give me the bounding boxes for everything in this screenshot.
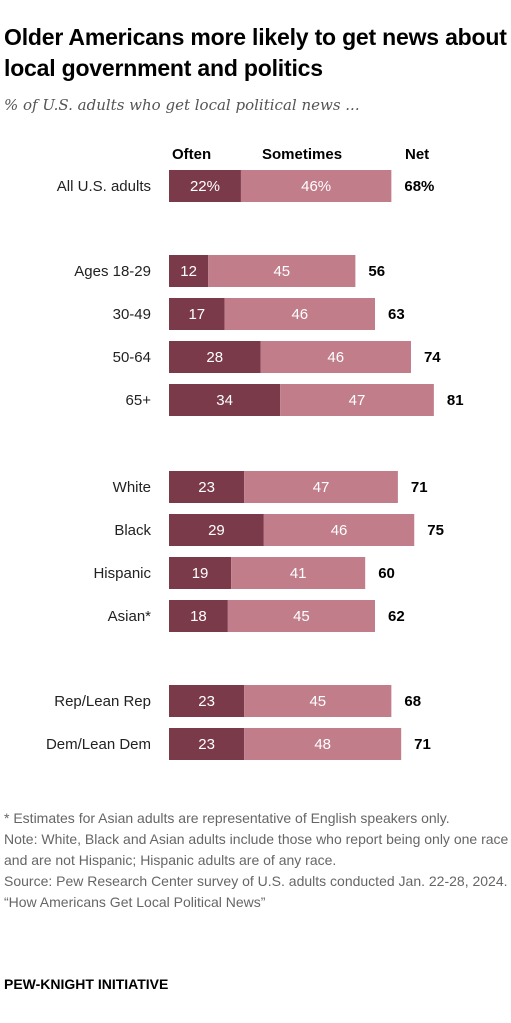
bar-sometimes — [224, 298, 376, 330]
net-value: 81 — [447, 392, 464, 409]
bar-often-value: 29 — [208, 522, 225, 539]
bar-sometimes — [240, 170, 392, 202]
bar-often-value: 23 — [198, 479, 215, 496]
report-title: “How Americans Get Local Political News” — [4, 894, 266, 910]
bar-often-value: 19 — [192, 565, 209, 582]
net-value: 74 — [424, 349, 441, 366]
bar-sometimes-value: 45 — [293, 608, 310, 625]
bar-sometimes — [231, 557, 366, 589]
net-value: 75 — [427, 522, 444, 539]
bar-often — [169, 557, 232, 589]
category-label: Dem/Lean Dem — [46, 736, 151, 753]
category-label: All U.S. adults — [57, 178, 151, 195]
bar-sometimes-value: 46% — [301, 178, 331, 195]
bar-often — [169, 728, 245, 760]
bar-often — [169, 298, 225, 330]
net-value: 60 — [378, 565, 395, 582]
net-value: 68% — [404, 178, 434, 195]
category-label: Asian* — [108, 608, 152, 625]
category-label: Black — [114, 522, 151, 539]
bar-sometimes-value: 47 — [349, 392, 366, 409]
category-label: Hispanic — [93, 565, 151, 582]
bar-sometimes — [263, 514, 415, 546]
bar-sometimes — [244, 728, 402, 760]
category-label: Ages 18-29 — [74, 263, 151, 280]
category-label: White — [113, 479, 151, 496]
net-value: 62 — [388, 608, 405, 625]
net-value: 63 — [388, 306, 405, 323]
category-label: 30-49 — [113, 306, 151, 323]
chart-notes: * Estimates for Asian adults are represe… — [4, 808, 509, 913]
bar-often-value: 18 — [190, 608, 207, 625]
category-label: 50-64 — [113, 349, 151, 366]
column-header-sometimes: Sometimes — [262, 146, 343, 163]
bar-sometimes-value: 45 — [273, 263, 290, 280]
bar-often-value: 23 — [198, 736, 215, 753]
net-value: 71 — [411, 479, 428, 496]
bar-often-value: 28 — [206, 349, 223, 366]
bar-sometimes-value: 47 — [313, 479, 330, 496]
category-label: 65+ — [126, 392, 152, 409]
bar-sometimes-value: 48 — [314, 736, 331, 753]
source-note: Source: Pew Research Center survey of U.… — [4, 873, 508, 889]
bar-often-value: 22% — [190, 178, 220, 195]
bar-often-value: 12 — [180, 263, 197, 280]
bar-often — [169, 384, 281, 416]
column-header-net: Net — [405, 146, 430, 163]
bar-often — [169, 514, 264, 546]
brand-label: PEW-KNIGHT INITIATIVE — [4, 976, 169, 992]
bar-sometimes — [280, 384, 434, 416]
bar-sometimes-value: 45 — [309, 693, 326, 710]
bar-often-value: 34 — [216, 392, 233, 409]
bar-often — [169, 685, 245, 717]
bar-often — [169, 170, 241, 202]
chart-title: Older Americans more likely to get news … — [4, 24, 507, 81]
methodology-note: Note: White, Black and Asian adults incl… — [4, 831, 509, 868]
category-label: Rep/Lean Rep — [54, 693, 151, 710]
bar-sometimes-value: 46 — [331, 522, 348, 539]
bar-often — [169, 600, 228, 632]
asterisk-note: * Estimates for Asian adults are represe… — [4, 810, 450, 826]
chart-subtitle: % of U.S. adults who get local political… — [4, 96, 360, 114]
bar-often-value: 23 — [198, 693, 215, 710]
column-header-often: Often — [172, 146, 212, 163]
net-value: 68 — [404, 693, 421, 710]
bar-sometimes-value: 46 — [291, 306, 308, 323]
bar-sometimes — [260, 341, 411, 373]
bar-often — [169, 255, 209, 287]
stacked-bar-chart: All U.S. adults 22% 46% 68% Ages 18-29 12 45 56… — [46, 170, 464, 760]
bar-often — [169, 471, 245, 503]
bar-sometimes — [227, 600, 376, 632]
net-value: 56 — [368, 263, 385, 280]
bar-sometimes — [244, 685, 392, 717]
net-value: 71 — [414, 736, 431, 753]
bar-often — [169, 341, 261, 373]
bar-sometimes — [244, 471, 398, 503]
bar-sometimes — [208, 255, 356, 287]
bar-sometimes-value: 46 — [327, 349, 344, 366]
bar-sometimes-value: 41 — [290, 565, 307, 582]
bar-often-value: 17 — [188, 306, 205, 323]
